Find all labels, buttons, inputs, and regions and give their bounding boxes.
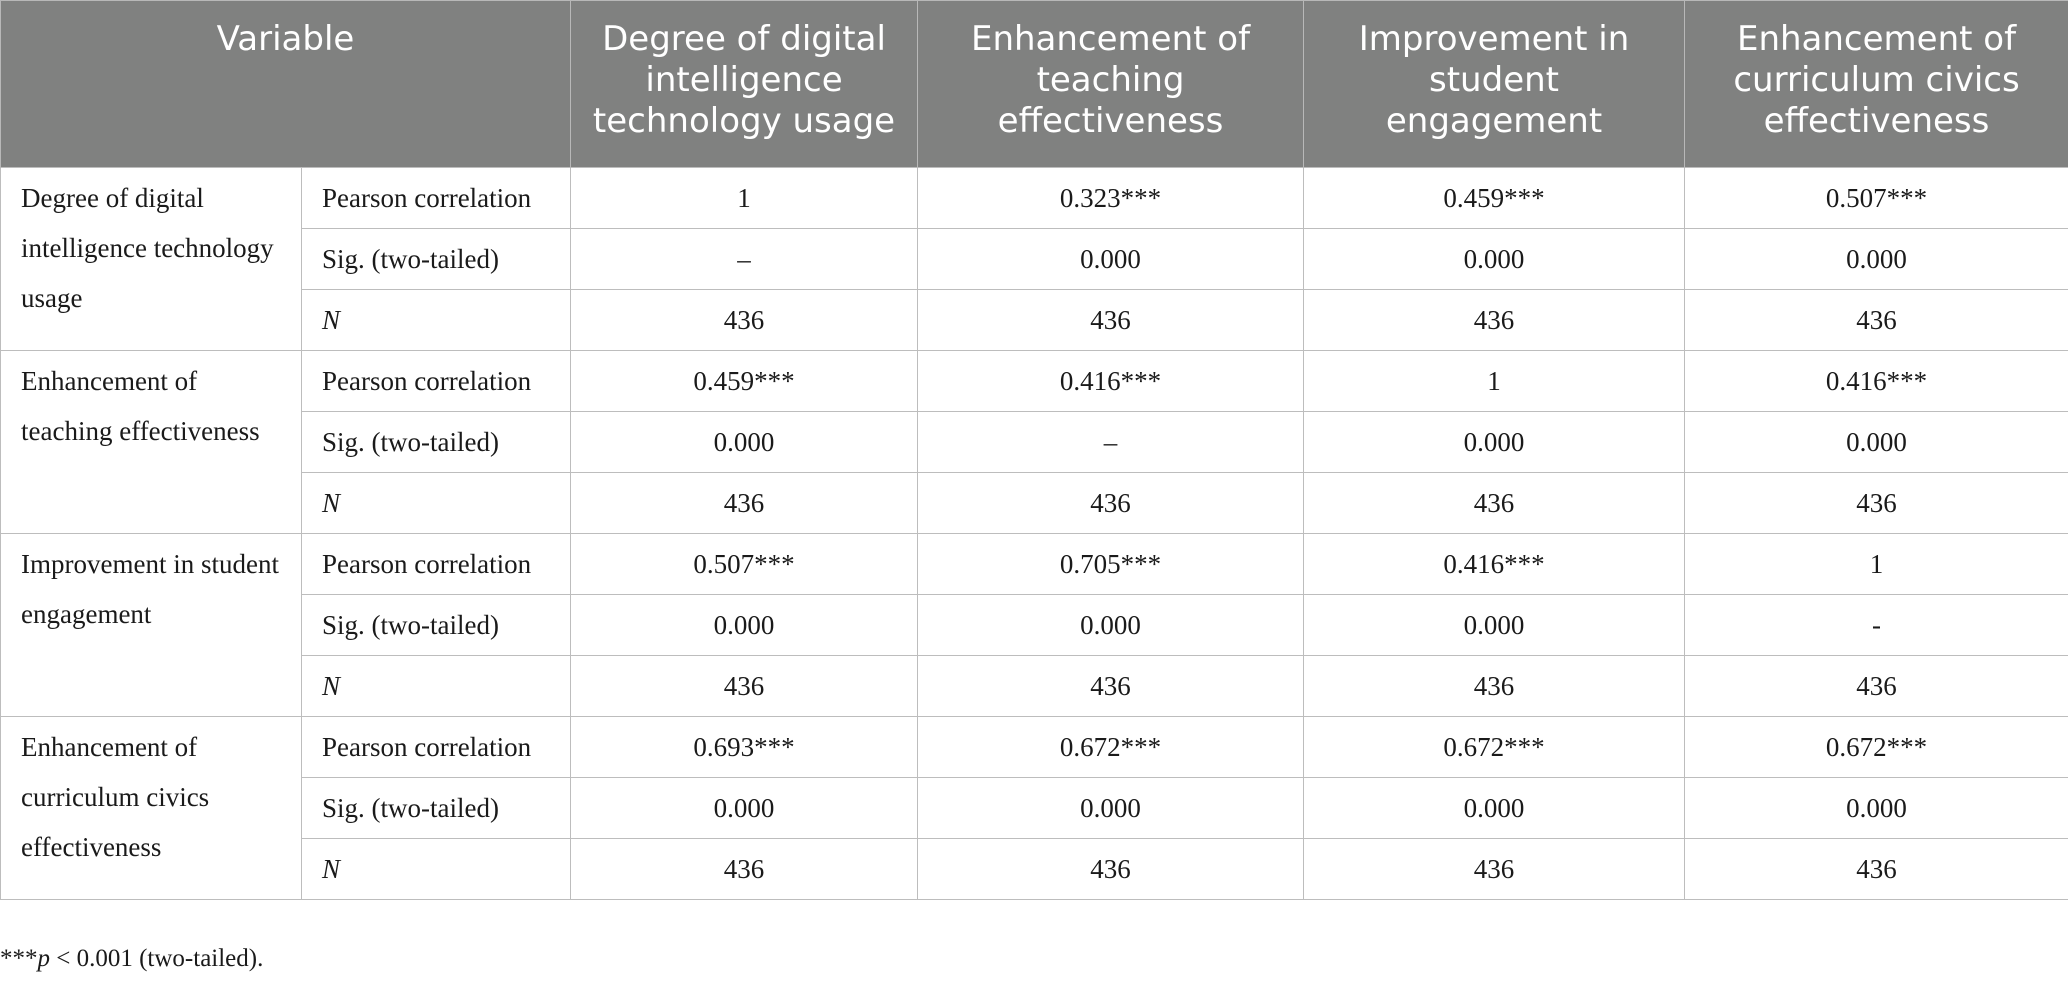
cell-value: 0.416*** (1684, 350, 2068, 412)
cell-value: 0.000 (570, 594, 919, 656)
table-row: Degree of digital intelligence technolog… (0, 167, 2068, 351)
cell-value: 0.672*** (1684, 716, 2068, 778)
cell-value: 0.459*** (1303, 167, 1686, 229)
cell-value: 436 (1684, 472, 2068, 534)
stat-label: Sig. (two-tailed) (300, 777, 572, 839)
table-body: Degree of digital intelligence technolog… (0, 167, 2068, 900)
cell-value: 0.507*** (1684, 167, 2068, 229)
table-row: N 436 436 436 436 (1, 655, 2068, 717)
stat-label: N (300, 838, 572, 900)
stat-label: Sig. (two-tailed) (300, 594, 572, 656)
table-row: Enhancement of teaching effectiveness Pe… (0, 350, 2068, 534)
cell-value: 0.000 (1303, 777, 1686, 839)
header-teaching-effectiveness: Enhancement of teaching effectiveness (917, 0, 1305, 168)
stat-label: Pearson correlation (300, 716, 572, 778)
table-row: Sig. (two-tailed) – 0.000 0.000 0.000 (1, 228, 2068, 290)
stat-label: N (300, 472, 572, 534)
cell-value: 436 (570, 655, 919, 717)
cell-value: – (917, 411, 1305, 473)
stat-label: Pearson correlation (300, 533, 572, 595)
cell-value: 0.672*** (1303, 716, 1686, 778)
cell-value: 1 (570, 167, 919, 229)
cell-value: 0.000 (1303, 594, 1686, 656)
cell-value: 436 (570, 838, 919, 900)
cell-value: 0.000 (917, 228, 1305, 290)
cell-value: 436 (1684, 838, 2068, 900)
header-digital-usage: Degree of digital intelligence technolog… (570, 0, 919, 168)
cell-value: 0.000 (1303, 228, 1686, 290)
cell-value: 436 (1684, 655, 2068, 717)
cell-value: 436 (1303, 655, 1686, 717)
table-footnote: ***p < 0.001 (two-tailed). (0, 945, 263, 973)
cell-value: 436 (1303, 289, 1686, 351)
table-row: Sig. (two-tailed) 0.000 0.000 0.000 - (1, 594, 2068, 656)
stat-label: N (300, 289, 572, 351)
stat-label: N (300, 655, 572, 717)
table-wrapper: Variable Degree of digital intelligence … (0, 0, 2068, 900)
cell-value: 0.000 (570, 777, 919, 839)
cell-value: 0.416*** (1303, 533, 1686, 595)
table-row: Improvement in student engagement Pearso… (0, 533, 2068, 717)
header-civics-effectiveness: Enhancement of curriculum civics effecti… (1684, 0, 2068, 168)
cell-value: 436 (917, 655, 1305, 717)
cell-value: 1 (1684, 533, 2068, 595)
cell-value: 0.323*** (917, 167, 1305, 229)
cell-value: 436 (1303, 838, 1686, 900)
stat-label: Pearson correlation (300, 167, 572, 229)
cell-value: 0.000 (917, 777, 1305, 839)
footnote-text: < 0.001 (two-tailed). (50, 945, 264, 972)
group-label: Enhancement of curriculum civics effecti… (0, 716, 302, 900)
header-student-engagement: Improvement in student engagement (1303, 0, 1686, 168)
correlation-table: Variable Degree of digital intelligence … (0, 0, 2068, 900)
cell-value: 1 (1303, 350, 1686, 412)
cell-value: - (1684, 594, 2068, 656)
cell-value: 436 (570, 289, 919, 351)
header-variable: Variable (0, 0, 572, 168)
group-label: Enhancement of teaching effectiveness (0, 350, 302, 534)
stat-label: Pearson correlation (300, 350, 572, 412)
cell-value: 0.459*** (570, 350, 919, 412)
table-row: N 436 436 436 436 (1, 289, 2068, 351)
table-row: N 436 436 436 436 (1, 472, 2068, 534)
group-label: Degree of digital intelligence technolog… (0, 167, 302, 351)
cell-value: 0.000 (570, 411, 919, 473)
table-row: Enhancement of curriculum civics effecti… (0, 716, 2068, 900)
cell-value: 0.000 (1684, 411, 2068, 473)
group-label: Improvement in student engagement (0, 533, 302, 717)
cell-value: 0.000 (1684, 228, 2068, 290)
cell-value: 0.000 (1684, 777, 2068, 839)
cell-value: 0.000 (917, 594, 1305, 656)
cell-value: 436 (1684, 289, 2068, 351)
cell-value: 0.705*** (917, 533, 1305, 595)
cell-value: 0.672*** (917, 716, 1305, 778)
cell-value: 436 (917, 289, 1305, 351)
footnote-p: p (37, 945, 51, 972)
table-row: N 436 436 436 436 (1, 838, 2068, 900)
cell-value: 0.000 (1303, 411, 1686, 473)
cell-value: 0.416*** (917, 350, 1305, 412)
cell-value: 436 (570, 472, 919, 534)
header-row: Variable Degree of digital intelligence … (0, 0, 2068, 168)
stat-label: Sig. (two-tailed) (300, 411, 572, 473)
table-row: Sig. (two-tailed) 0.000 0.000 0.000 0.00… (1, 777, 2068, 839)
footnote-stars: *** (0, 945, 38, 972)
table-header: Variable Degree of digital intelligence … (0, 0, 2068, 168)
cell-value: 436 (917, 472, 1305, 534)
table-row: Sig. (two-tailed) 0.000 – 0.000 0.000 (1, 411, 2068, 473)
cell-value: 436 (917, 838, 1305, 900)
cell-value: – (570, 228, 919, 290)
cell-value: 0.507*** (570, 533, 919, 595)
stat-label: Sig. (two-tailed) (300, 228, 572, 290)
cell-value: 436 (1303, 472, 1686, 534)
cell-value: 0.693*** (570, 716, 919, 778)
